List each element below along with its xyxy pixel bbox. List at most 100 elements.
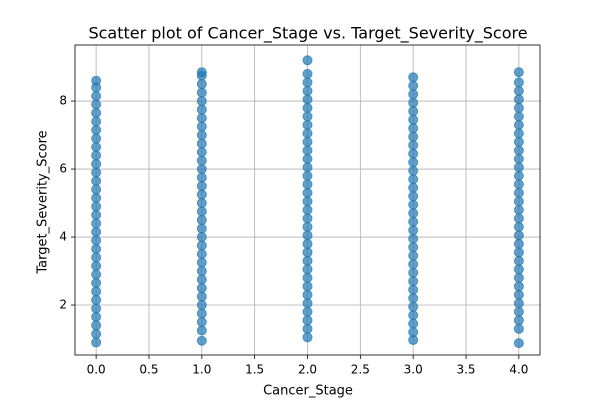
scatter-point <box>302 162 313 173</box>
scatter-point <box>302 247 313 258</box>
scatter-point <box>91 337 102 348</box>
scatter-point <box>302 179 313 190</box>
scatter-point <box>302 213 313 224</box>
scatter-point <box>91 235 102 246</box>
scatter-point <box>196 87 207 98</box>
scatter-point <box>91 243 102 254</box>
scatter-point <box>408 157 419 168</box>
scatter-point <box>513 67 524 78</box>
scatter-point <box>196 155 207 166</box>
scatter-point <box>91 209 102 220</box>
scatter-point <box>513 264 524 275</box>
scatter-point <box>408 242 419 253</box>
scatter-point <box>408 216 419 227</box>
scatter-point <box>302 238 313 249</box>
scatter-point <box>302 306 313 317</box>
scatter-point <box>513 85 524 96</box>
scatter-point <box>302 145 313 156</box>
scatter-point <box>302 272 313 283</box>
scatter-point <box>196 130 207 141</box>
scatter-point <box>196 283 207 294</box>
scatter-point <box>513 306 524 317</box>
x-tick-label: 4.0 <box>509 363 528 377</box>
scatter-point <box>513 111 524 122</box>
scatter-point <box>91 158 102 169</box>
scatter-point <box>513 298 524 309</box>
scatter-point <box>513 255 524 266</box>
x-tick-label: 2.0 <box>298 363 317 377</box>
scatter-point <box>408 225 419 236</box>
scatter-point <box>91 107 102 118</box>
x-tick-label: 2.5 <box>351 363 370 377</box>
scatter-point <box>513 213 524 224</box>
scatter-point <box>302 119 313 130</box>
scatter-point <box>91 311 102 322</box>
scatter-point <box>408 148 419 159</box>
scatter-point <box>408 199 419 210</box>
scatter-point <box>196 325 207 336</box>
scatter-point <box>302 77 313 88</box>
scatter-point <box>91 150 102 161</box>
scatter-point <box>91 328 102 339</box>
scatter-point <box>513 281 524 292</box>
scatter-point <box>408 80 419 91</box>
scatter-point <box>91 269 102 280</box>
x-tick-label: 1.0 <box>192 363 211 377</box>
scatter-point <box>91 320 102 331</box>
scatter-point <box>91 201 102 212</box>
y-tick-label: 6 <box>59 162 67 176</box>
scatter-point <box>91 99 102 110</box>
scatter-point <box>408 123 419 134</box>
scatter-point <box>196 215 207 226</box>
scatter-point <box>408 191 419 202</box>
scatter-point <box>302 187 313 198</box>
scatter-point <box>196 266 207 277</box>
scatter-point <box>513 102 524 113</box>
scatter-point <box>513 230 524 241</box>
scatter-point <box>408 327 419 338</box>
scatter-point <box>302 289 313 300</box>
scatter-point <box>196 147 207 158</box>
scatter-point <box>408 114 419 125</box>
scatter-point <box>91 167 102 178</box>
scatter-point <box>91 133 102 144</box>
scatter-point <box>302 170 313 181</box>
scatter-point <box>408 97 419 108</box>
scatter-point <box>408 310 419 321</box>
scatter-point <box>302 85 313 96</box>
scatter-point <box>408 182 419 193</box>
scatter-point <box>302 323 313 334</box>
scatter-point <box>302 102 313 113</box>
scatter-point <box>302 94 313 105</box>
scatter-point <box>513 289 524 300</box>
scatter-point <box>302 230 313 241</box>
scatter-point <box>91 116 102 127</box>
scatter-point <box>302 332 313 343</box>
scatter-point <box>196 113 207 124</box>
scatter-point <box>196 291 207 302</box>
scatter-point <box>302 255 313 266</box>
scatter-point <box>408 250 419 261</box>
scatter-point <box>196 181 207 192</box>
scatter-point <box>196 189 207 200</box>
scatter-point <box>513 204 524 215</box>
scatter-point <box>196 308 207 319</box>
scatter-point <box>513 247 524 258</box>
x-tick-label: 0.5 <box>139 363 158 377</box>
scatter-point <box>302 55 313 66</box>
scatter-point <box>91 277 102 288</box>
scatter-point <box>91 218 102 229</box>
scatter-point <box>408 267 419 278</box>
scatter-point <box>91 75 102 86</box>
scatter-point <box>91 175 102 186</box>
plot-frame <box>74 44 541 356</box>
y-tick-label: 4 <box>59 230 67 244</box>
scatter-point <box>196 335 207 346</box>
scatter-point <box>408 174 419 185</box>
scatter-point <box>196 164 207 175</box>
scatter-point <box>408 259 419 270</box>
scatter-point <box>302 264 313 275</box>
scatter-point <box>513 77 524 88</box>
scatter-point <box>513 136 524 147</box>
x-tick-label: 3.5 <box>456 363 475 377</box>
